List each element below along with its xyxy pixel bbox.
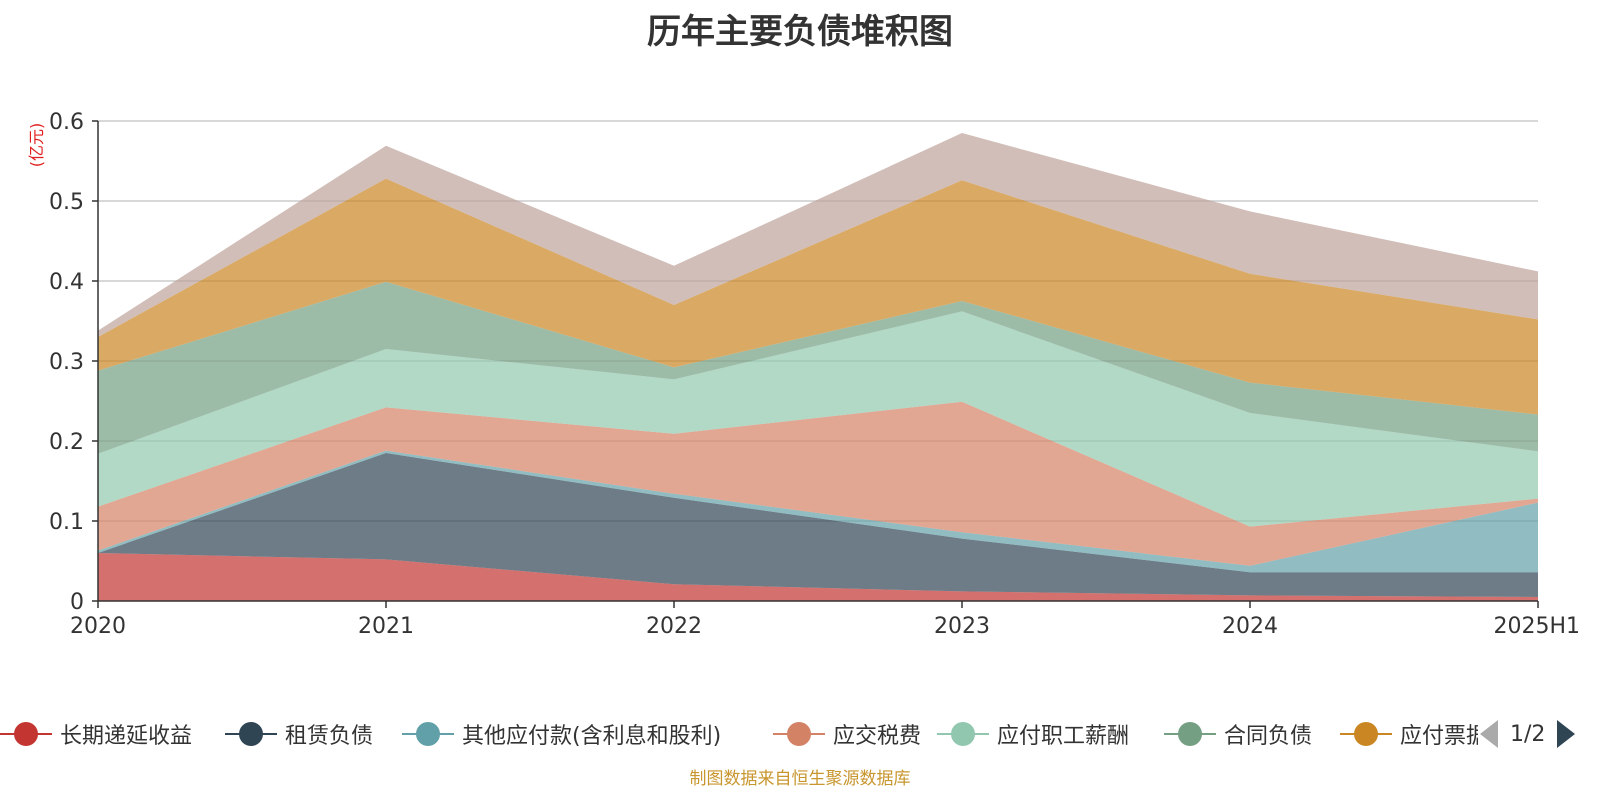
area-其他应付款(含利息和股利): [98, 450, 1538, 573]
x-tick-label: 2022: [646, 614, 702, 639]
legend-label: 长期递延收益: [60, 724, 193, 749]
area-series: [98, 133, 1538, 337]
y-axis-unit-label: (亿元): [27, 123, 46, 168]
area-series: [98, 133, 1538, 601]
stacked-area-chart: 0 0.1 0.2 0.3 0.4 0.5 0.6 2020 2021 2022 2023 2024 2…: [27, 110, 1580, 639]
area-应付职工薪酬: [98, 311, 1538, 527]
legend-marker-icon: [773, 719, 825, 749]
y-tick-label: 0.5: [49, 190, 84, 215]
legend-label: 合同负债: [1224, 724, 1313, 749]
y-tick-label: 0.6: [49, 110, 84, 135]
legend-label: 应付职工薪酬: [997, 724, 1130, 749]
y-tick-label: 0.1: [49, 510, 84, 535]
legend-marker-icon: [1340, 719, 1392, 749]
y-tick-label: 0: [70, 590, 84, 615]
legend-prev-icon[interactable]: [1480, 720, 1498, 748]
area-应付票据: [98, 178, 1538, 415]
legend-marker-icon: [225, 719, 277, 749]
legend-label: 其他应付款(含利息和股利): [462, 724, 722, 749]
legend-item[interactable]: 其他应付款(含利息和股利): [402, 712, 721, 756]
area-长期递延收益: [98, 553, 1538, 601]
legend-item[interactable]: 应付票据: [1340, 712, 1478, 756]
legend-marker-icon: [937, 719, 989, 749]
legend-next-icon[interactable]: [1557, 720, 1576, 748]
legend-label: 应交税费: [833, 724, 922, 749]
area-应交税费: [98, 401, 1538, 566]
legend-items: 长期递延收益 租赁负债 其他应付款(含利息和股利) 应交税费 应付职工薪酬 合同负债 应付票…: [0, 712, 1478, 756]
legend: 长期递延收益 租赁负债 其他应付款(含利息和股利) 应交税费 应付职工薪酬 合同负债 应付票…: [0, 712, 1600, 756]
y-tick-label: 0.3: [49, 350, 84, 375]
legend-label: 租赁负债: [285, 724, 374, 749]
x-tick-label: 2021: [358, 614, 414, 639]
legend-pager: 1/2: [1478, 712, 1600, 756]
legend-page-indicator: 1/2: [1510, 721, 1546, 747]
legend-marker-icon: [0, 719, 52, 749]
legend-label: 应付票据: [1400, 724, 1478, 749]
legend-item[interactable]: 长期递延收益: [0, 712, 192, 756]
legend-item[interactable]: 应交税费: [773, 712, 921, 756]
x-tick-label: 2020: [70, 614, 126, 639]
legend-marker-icon: [402, 719, 454, 749]
y-tick-label: 0.4: [49, 270, 84, 295]
legend-item[interactable]: 租赁负债: [225, 712, 373, 756]
legend-item[interactable]: 应付职工薪酬: [937, 712, 1129, 756]
x-tick-label: 2024: [1222, 614, 1278, 639]
area-合同负债: [98, 281, 1538, 454]
data-source-note: 制图数据来自恒生聚源数据库: [689, 769, 911, 789]
x-tick-label: 2025H1: [1493, 614, 1580, 639]
y-tick-label: 0.2: [49, 430, 84, 455]
x-tick-label: 2023: [934, 614, 990, 639]
legend-marker-icon: [1164, 719, 1216, 749]
area-租赁负债: [98, 453, 1538, 597]
legend-item[interactable]: 合同负债: [1164, 712, 1312, 756]
axes: 0 0.1 0.2 0.3 0.4 0.5 0.6 2020 2021 2022 2023 2024 2…: [49, 110, 1580, 639]
chart-title: 历年主要负债堆积图: [647, 12, 953, 52]
